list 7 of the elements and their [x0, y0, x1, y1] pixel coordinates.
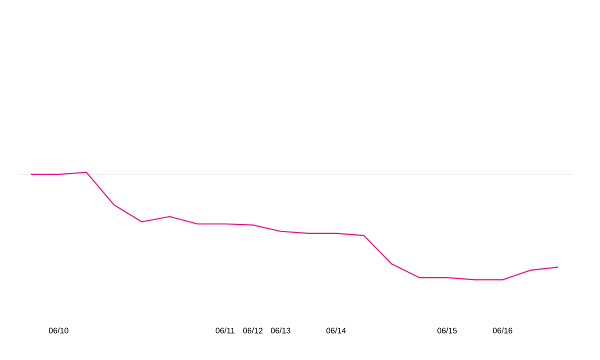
x-tick-label: 06/13: [270, 328, 290, 334]
x-tick-label: 06/16: [492, 328, 512, 334]
x-tick-label: 06/15: [437, 328, 457, 334]
x-tick-label: 06/11: [216, 328, 234, 334]
x-tick-label: 06/14: [326, 328, 346, 334]
x-tick-label: 06/12: [243, 328, 262, 334]
x-tick-label: 06/10: [48, 328, 68, 334]
